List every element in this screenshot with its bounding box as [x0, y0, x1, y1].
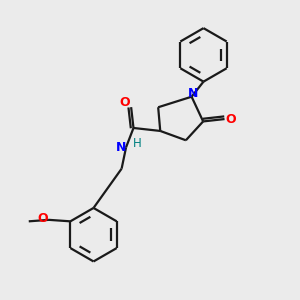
Text: H: H — [133, 137, 142, 150]
Text: O: O — [119, 96, 130, 109]
Text: O: O — [225, 112, 236, 126]
Text: N: N — [116, 141, 126, 154]
Text: N: N — [188, 87, 198, 100]
Text: O: O — [37, 212, 48, 225]
